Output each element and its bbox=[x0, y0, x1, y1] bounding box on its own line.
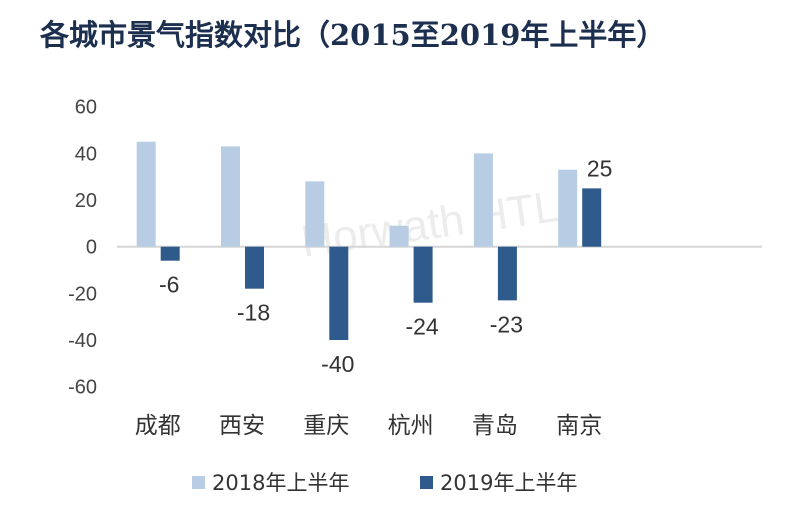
data-label: 25 bbox=[587, 155, 613, 181]
bar-西安-2019年上半年 bbox=[245, 246, 264, 289]
data-label: -23 bbox=[490, 311, 523, 337]
bar-重庆-2018年上半年 bbox=[305, 181, 325, 247]
x-tick-label: 西安 bbox=[219, 413, 265, 439]
legend-label: 2019年上半年 bbox=[440, 471, 577, 495]
data-label: -40 bbox=[321, 351, 354, 377]
bar-杭州-2019年上半年 bbox=[413, 246, 433, 303]
x-tick-label: 青岛 bbox=[472, 413, 518, 439]
bar-南京-2019年上半年 bbox=[582, 188, 602, 247]
bar-青岛-2019年上半年 bbox=[497, 246, 517, 301]
x-tick-label: 杭州 bbox=[388, 413, 434, 439]
x-tick-label: 重庆 bbox=[303, 413, 349, 439]
y-tick-label: 20 bbox=[75, 190, 97, 212]
y-tick-label: 40 bbox=[75, 143, 97, 165]
legend-swatch bbox=[420, 476, 433, 489]
bar-成都-2018年上半年 bbox=[136, 141, 156, 247]
data-label: -6 bbox=[159, 272, 179, 298]
data-label: -24 bbox=[405, 314, 438, 340]
y-tick-label: 0 bbox=[86, 237, 97, 259]
bar-杭州-2018年上半年 bbox=[389, 225, 409, 247]
chart-title: 各城市景气指数对比（2015至2019年上半年） bbox=[40, 18, 666, 52]
legend-swatch bbox=[192, 476, 205, 489]
data-label: -18 bbox=[237, 300, 270, 326]
bar-南京-2018年上半年 bbox=[558, 169, 578, 247]
legend-label: 2018年上半年 bbox=[212, 471, 349, 495]
y-tick-label: -60 bbox=[68, 377, 97, 399]
bar-成都-2019年上半年 bbox=[160, 246, 180, 261]
bar-重庆-2019年上半年 bbox=[329, 246, 349, 341]
bar-青岛-2018年上半年 bbox=[473, 153, 493, 247]
y-tick-label: -20 bbox=[68, 283, 97, 305]
y-tick-label: -40 bbox=[68, 330, 97, 352]
x-tick-label: 南京 bbox=[556, 413, 602, 439]
bar-西安-2018年上半年 bbox=[221, 146, 240, 247]
y-tick-label: 60 bbox=[75, 97, 97, 119]
x-tick-label: 成都 bbox=[135, 413, 181, 439]
